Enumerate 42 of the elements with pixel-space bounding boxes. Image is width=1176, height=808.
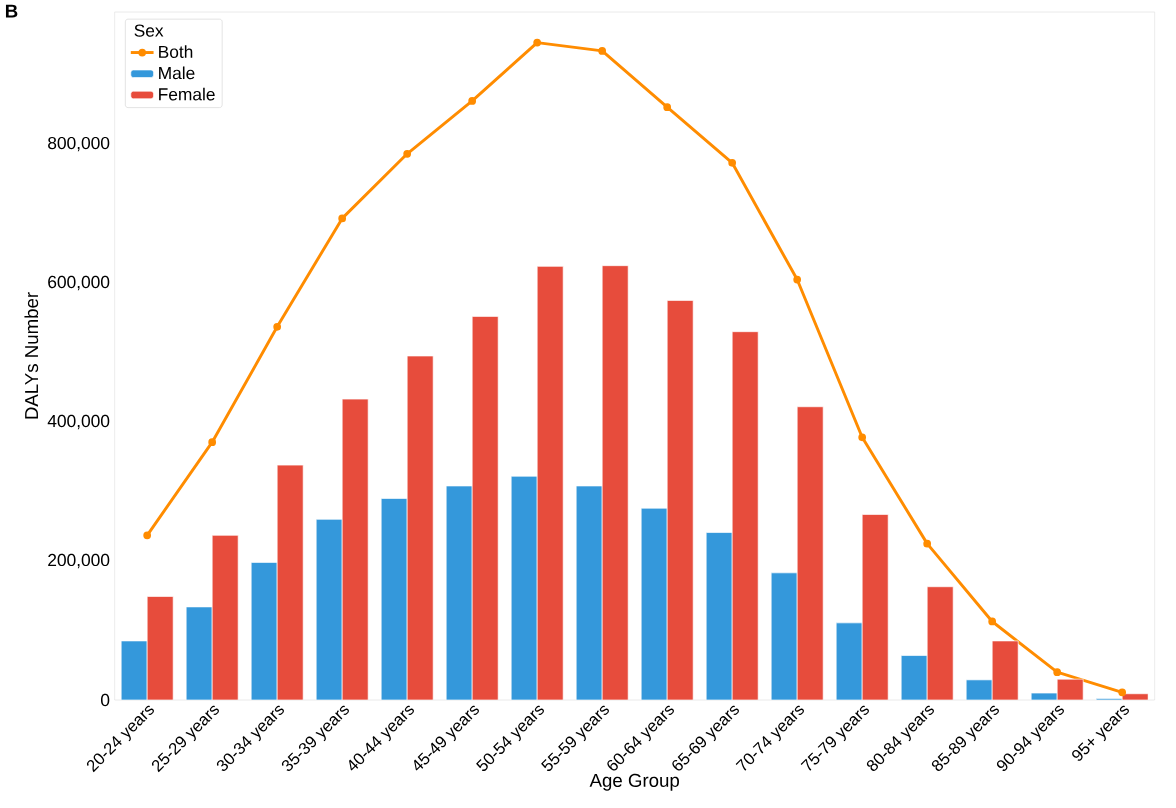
point — [598, 47, 607, 55]
bar — [536, 266, 564, 700]
bar — [991, 640, 1019, 700]
x-axis-title: Age Group — [589, 773, 680, 791]
legend-label: Male — [159, 66, 195, 80]
y-tick-label: 800,000 — [48, 136, 110, 152]
bar — [211, 534, 239, 700]
point — [403, 149, 412, 158]
legend-label: Both — [159, 45, 193, 58]
point — [468, 97, 477, 105]
bar — [146, 596, 174, 700]
bar — [276, 464, 304, 700]
point — [143, 531, 152, 540]
point — [533, 38, 542, 47]
bar — [861, 514, 889, 700]
legend-title: Sex — [134, 24, 164, 37]
point — [793, 275, 802, 284]
bar — [341, 398, 369, 700]
point — [208, 438, 217, 447]
point — [338, 214, 347, 223]
bar — [731, 331, 759, 700]
bar — [471, 316, 499, 700]
y-axis-title: DALYs Number — [24, 292, 39, 419]
bar — [406, 355, 434, 700]
bar — [796, 406, 824, 700]
y-tick-label: 600,000 — [48, 275, 110, 291]
text: B — [5, 4, 18, 18]
bar — [666, 300, 694, 700]
point — [1118, 688, 1127, 697]
y-tick-label: 200,000 — [48, 553, 110, 569]
point — [273, 322, 282, 331]
point — [988, 617, 997, 626]
point — [663, 103, 672, 112]
y-tick-label: 400,000 — [47, 414, 110, 430]
point — [1053, 668, 1062, 677]
bar — [926, 586, 954, 700]
point — [858, 433, 867, 442]
bar — [601, 265, 629, 700]
point — [923, 539, 932, 548]
point — [728, 158, 737, 167]
y-tick-label: 0 — [100, 693, 110, 707]
legend-label: Female — [159, 87, 215, 101]
